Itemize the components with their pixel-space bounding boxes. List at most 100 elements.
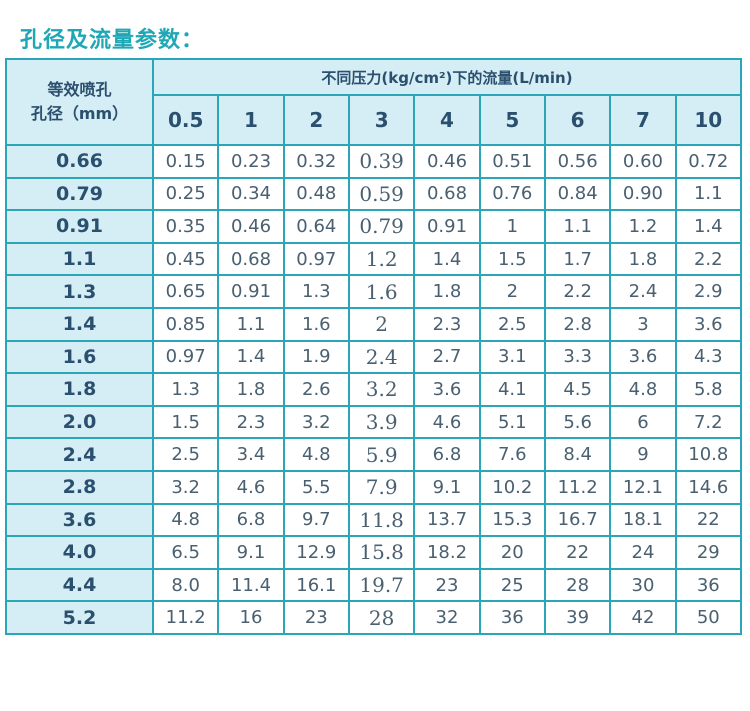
flow-value-cell: 1.4: [217, 339, 285, 375]
flow-value-cell: 0.76: [478, 176, 546, 212]
orifice-diameter-header: 等效喷孔 孔径（mm）: [5, 58, 154, 146]
flow-value-cell: 0.46: [217, 209, 285, 244]
flow-value-cell: 16.1: [282, 567, 350, 603]
flow-value-cell: 4.8: [151, 502, 220, 538]
flow-value-cell: 3.3: [543, 339, 612, 375]
flow-value-cell: 5.1: [478, 404, 546, 440]
table-row: 0.91 0.35 0.46 0.64 0.79 0.91 1 1.1 1.2 1.4: [5, 209, 743, 244]
table-row: 2.0 1.5 2.3 3.2 3.9 4.6 5.1 5.6 6 7.2: [5, 404, 743, 440]
flow-value-cell: 1.1: [217, 306, 285, 342]
flow-value-cell: 0.39: [347, 144, 416, 179]
flow-value-cell: 1.5: [478, 241, 546, 277]
flow-parameter-table: 等效喷孔 孔径（mm） 不同压力(kg/cm²)下的流量(L/min) 0.5 1…: [5, 58, 743, 635]
table-row: 2.8 3.2 4.6 5.5 7.9 9.1 10.2 11.2 12.1 14.6: [5, 469, 743, 505]
flow-value-cell: 6: [609, 404, 677, 440]
table-row: 1.8 1.3 1.8 2.6 3.2 3.6 4.1 4.5 4.8 5.8: [5, 372, 743, 407]
flow-value-cell: 2.9: [674, 274, 743, 309]
flow-value-cell: 15.8: [347, 535, 416, 570]
orifice-diameter-header-line1: 等效喷孔: [47, 80, 112, 99]
orifice-diameter-cell: 5.2: [5, 600, 154, 635]
pressure-header-cell: 6: [543, 94, 612, 146]
flow-value-cell: 6.5: [151, 535, 220, 570]
pressure-header-cell: 1: [217, 94, 285, 146]
flow-value-cell: 9: [609, 437, 677, 472]
flow-value-cell: 25: [478, 567, 546, 603]
flow-value-cell: 0.32: [282, 144, 350, 179]
flow-value-cell: 2.8: [543, 306, 612, 342]
flow-value-cell: 6.8: [217, 502, 285, 538]
table-row: 0.79 0.25 0.34 0.48 0.59 0.68 0.76 0.84 0.90 1.1: [5, 176, 743, 212]
flow-value-cell: 2: [478, 274, 546, 309]
flow-value-cell: 0.90: [609, 176, 677, 212]
flow-value-cell: 11.4: [217, 567, 285, 603]
flow-value-cell: 0.84: [543, 176, 612, 212]
flow-value-cell: 0.48: [282, 176, 350, 212]
flow-value-cell: 2.3: [413, 306, 481, 342]
pressure-header-cell: 4: [413, 94, 481, 146]
flow-value-cell: 4.8: [282, 437, 350, 472]
table-row: 1.1 0.45 0.68 0.97 1.2 1.4 1.5 1.7 1.8 2.2: [5, 241, 743, 277]
flow-value-cell: 2.4: [347, 339, 416, 375]
flow-value-cell: 29: [674, 535, 743, 570]
orifice-diameter-cell: 2.8: [5, 469, 154, 505]
flow-value-cell: 39: [543, 600, 612, 635]
flow-value-cell: 22: [543, 535, 612, 570]
flow-value-cell: 5.5: [282, 469, 350, 505]
flow-value-cell: 1.6: [282, 306, 350, 342]
orifice-diameter-cell: 3.6: [5, 502, 154, 538]
table-row: 1.3 0.65 0.91 1.3 1.6 1.8 2 2.2 2.4 2.9: [5, 274, 743, 309]
flow-value-cell: 0.79: [347, 209, 416, 244]
table-row: 5.2 11.2 16 23 28 32 36 39 42 50: [5, 600, 743, 635]
flow-value-cell: 1.6: [347, 274, 416, 309]
pressure-header-cell: 2: [282, 94, 350, 146]
flow-value-cell: 3.6: [609, 339, 677, 375]
flow-value-cell: 11.2: [543, 469, 612, 505]
flow-value-cell: 36: [478, 600, 546, 635]
flow-value-cell: 13.7: [413, 502, 481, 538]
flow-value-cell: 4.6: [217, 469, 285, 505]
flow-value-cell: 18.1: [609, 502, 677, 538]
pressure-header-cell: 0.5: [151, 94, 220, 146]
flow-value-cell: 10.2: [478, 469, 546, 505]
flow-value-cell: 4.6: [413, 404, 481, 440]
flow-value-cell: 2.3: [217, 404, 285, 440]
pressure-header-cell: 7: [609, 94, 677, 146]
flow-value-cell: 0.60: [609, 144, 677, 179]
flow-value-cell: 0.15: [151, 144, 220, 179]
table-row: 4.4 8.0 11.4 16.1 19.7 23 25 28 30 36: [5, 567, 743, 603]
orifice-diameter-cell: 1.1: [5, 241, 154, 277]
table-body: 0.66 0.15 0.23 0.32 0.39 0.46 0.51 0.56 0.60 0.72…: [5, 144, 743, 635]
flow-value-cell: 1.2: [609, 209, 677, 244]
flow-value-cell: 0.56: [543, 144, 612, 179]
table-row: 1.6 0.97 1.4 1.9 2.4 2.7 3.1 3.3 3.6 4.3: [5, 339, 743, 375]
flow-value-cell: 10.8: [674, 437, 743, 472]
flow-value-cell: 9.7: [282, 502, 350, 538]
flow-value-cell: 0.64: [282, 209, 350, 244]
flow-value-cell: 2.4: [609, 274, 677, 309]
flow-value-cell: 5.6: [543, 404, 612, 440]
flow-value-cell: 9.1: [413, 469, 481, 505]
flow-value-cell: 15.3: [478, 502, 546, 538]
flow-value-cell: 1: [478, 209, 546, 244]
flow-value-cell: 9.1: [217, 535, 285, 570]
flow-value-cell: 3.6: [674, 306, 743, 342]
orifice-diameter-cell: 0.91: [5, 209, 154, 244]
flow-value-cell: 3.2: [151, 469, 220, 505]
flow-value-cell: 2: [347, 306, 416, 342]
table-row: 1.4 0.85 1.1 1.6 2 2.3 2.5 2.8 3 3.6: [5, 306, 743, 342]
flow-value-cell: 3.4: [217, 437, 285, 472]
flow-value-cell: 0.97: [151, 339, 220, 375]
flow-value-cell: 22: [674, 502, 743, 538]
pressure-header-cell: 3: [347, 94, 416, 146]
flow-value-cell: 0.46: [413, 144, 481, 179]
flow-value-cell: 32: [413, 600, 481, 635]
table-row: 3.6 4.8 6.8 9.7 11.8 13.7 15.3 16.7 18.1 22: [5, 502, 743, 538]
flow-value-cell: 1.8: [217, 372, 285, 407]
flow-value-cell: 12.1: [609, 469, 677, 505]
flow-value-cell: 0.68: [217, 241, 285, 277]
flow-value-cell: 0.34: [217, 176, 285, 212]
flow-value-cell: 30: [609, 567, 677, 603]
flow-value-cell: 7.9: [347, 469, 416, 505]
flow-value-cell: 8.4: [543, 437, 612, 472]
flow-value-cell: 0.59: [347, 176, 416, 212]
